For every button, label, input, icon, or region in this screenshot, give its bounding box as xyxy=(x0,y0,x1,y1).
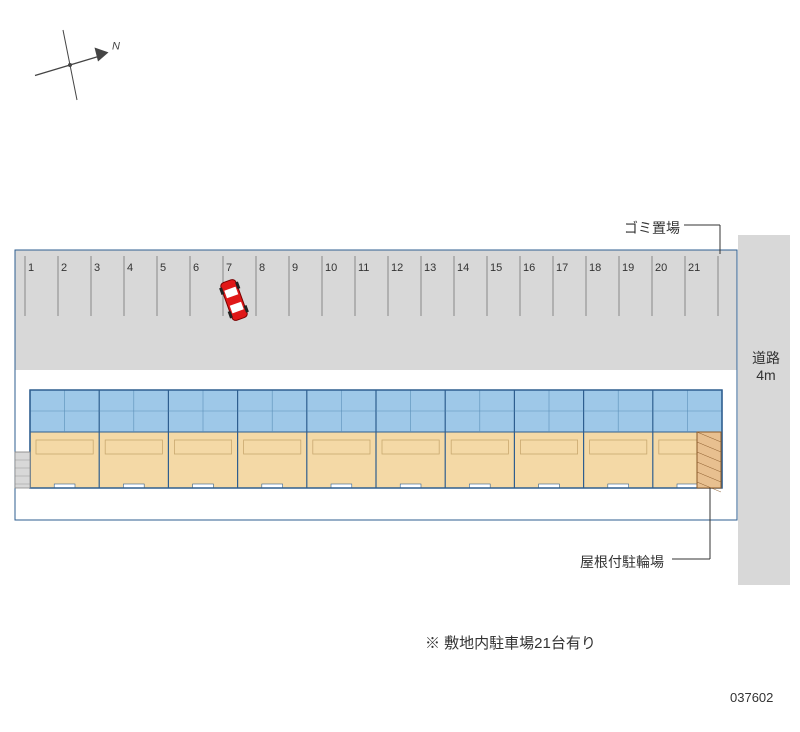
road-label: 道路 4m xyxy=(752,350,780,384)
parking-space-number: 21 xyxy=(688,262,700,274)
parking-space-number: 10 xyxy=(325,262,337,274)
road-label-line1: 道路 xyxy=(752,350,780,366)
parking-space-number: 3 xyxy=(94,262,100,274)
parking-space-number: 12 xyxy=(391,262,403,274)
diagram-id: 037602 xyxy=(730,690,773,705)
svg-text:N: N xyxy=(112,41,120,53)
parking-note: ※ 敷地内駐車場21台有り xyxy=(425,632,596,653)
plan-svg: N xyxy=(0,0,800,727)
parking-space-number: 17 xyxy=(556,262,568,274)
parking-space-number: 1 xyxy=(28,262,34,274)
parking-space-number: 16 xyxy=(523,262,535,274)
parking-space-number: 2 xyxy=(61,262,67,274)
bike-shed-label: 屋根付駐輪場 xyxy=(580,552,664,572)
parking-space-number: 20 xyxy=(655,262,667,274)
parking-space-number: 8 xyxy=(259,262,265,274)
parking-space-number: 19 xyxy=(622,262,634,274)
site-plan-canvas: N ゴミ置場 屋根付駐輪場 道路 4m ※ 敷地内駐車場21台有り 037602… xyxy=(0,0,800,727)
parking-space-number: 6 xyxy=(193,262,199,274)
parking-space-number: 15 xyxy=(490,262,502,274)
parking-space-number: 11 xyxy=(358,262,369,274)
parking-space-number: 14 xyxy=(457,262,469,274)
parking-space-number: 7 xyxy=(226,262,232,274)
parking-space-number: 5 xyxy=(160,262,166,274)
road-label-line2: 4m xyxy=(756,367,775,383)
trash-area-label: ゴミ置場 xyxy=(624,218,680,238)
parking-space-number: 13 xyxy=(424,262,436,274)
parking-space-number: 4 xyxy=(127,262,133,274)
parking-space-number: 9 xyxy=(292,262,298,274)
parking-space-number: 18 xyxy=(589,262,601,274)
